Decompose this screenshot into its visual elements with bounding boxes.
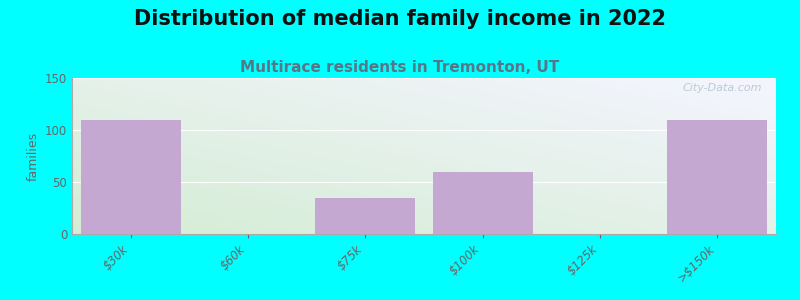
Text: Distribution of median family income in 2022: Distribution of median family income in …: [134, 9, 666, 29]
Bar: [81, 120, 181, 234]
Bar: [433, 172, 533, 234]
Text: Multirace residents in Tremonton, UT: Multirace residents in Tremonton, UT: [240, 60, 560, 75]
Y-axis label: families: families: [26, 131, 39, 181]
Bar: [667, 120, 767, 234]
Text: City-Data.com: City-Data.com: [682, 83, 762, 93]
Bar: [315, 198, 415, 234]
